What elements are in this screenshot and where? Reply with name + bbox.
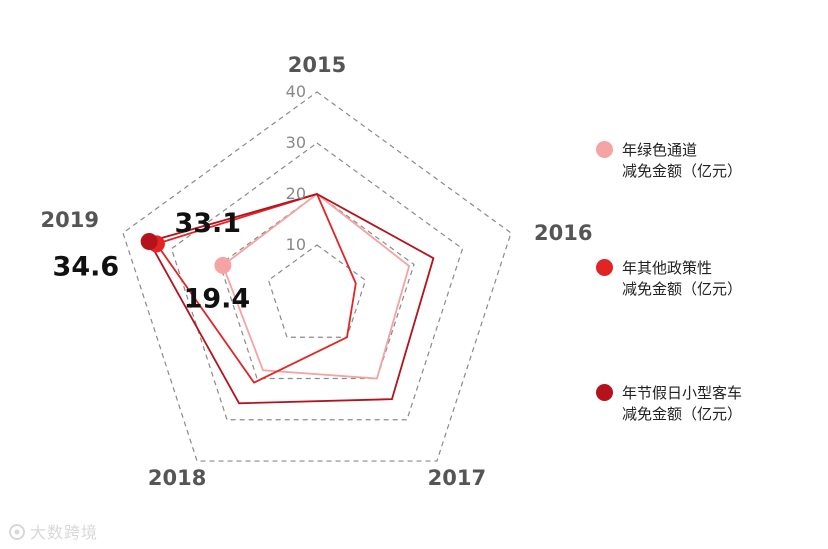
legend-label: 年节假日小型客车 减免金额（亿元） bbox=[622, 383, 742, 425]
category-label: 2016 bbox=[534, 221, 592, 245]
legend-label-line: 减免金额（亿元） bbox=[622, 280, 743, 298]
series-line bbox=[155, 192, 357, 384]
data-point bbox=[214, 256, 232, 274]
legend-item: 年其他政策性减免金额（亿元） bbox=[596, 258, 742, 300]
legend-label-line: 减免金额（亿元） bbox=[622, 405, 743, 423]
grid-ring bbox=[122, 91, 512, 462]
series-line bbox=[147, 193, 435, 405]
legend-label-line: 年绿色通道 bbox=[622, 141, 698, 159]
radar-labels: 10 20 30 40 2015 2016 2017 2018 2019 33.1 34.6 19.4 bbox=[41, 53, 593, 490]
radar-series bbox=[140, 192, 435, 405]
watermark-text: 大数跨境 bbox=[30, 523, 99, 542]
r-tick-label: 40 bbox=[286, 82, 306, 101]
series-line bbox=[221, 192, 411, 380]
legend-label: 年绿色通道减免金额（亿元） bbox=[622, 140, 742, 182]
legend-swatch bbox=[596, 384, 613, 401]
legend-label-line: 年其他政策性 bbox=[622, 259, 713, 277]
legend-label-line: 年节假日小型客车 bbox=[622, 384, 743, 402]
r-tick-label: 10 bbox=[286, 235, 306, 254]
data-label: 33.1 bbox=[174, 208, 241, 239]
watermark-logo-icon bbox=[9, 524, 25, 540]
legend-item: 年节假日小型客车 减免金额（亿元） bbox=[596, 383, 742, 425]
legend-swatch bbox=[596, 259, 613, 276]
data-point bbox=[140, 232, 158, 250]
legend-item: 年绿色通道减免金额（亿元） bbox=[596, 140, 742, 182]
category-label: 2019 bbox=[41, 208, 99, 232]
category-label: 2015 bbox=[288, 53, 346, 77]
data-label: 34.6 bbox=[53, 251, 120, 282]
r-tick-label: 30 bbox=[286, 133, 306, 152]
legend-label: 年其他政策性减免金额（亿元） bbox=[622, 258, 742, 300]
grid-ring bbox=[219, 193, 415, 380]
watermark: 大数跨境 bbox=[8, 519, 98, 543]
radar-grid bbox=[122, 91, 512, 462]
data-label: 19.4 bbox=[184, 283, 251, 314]
category-label: 2018 bbox=[148, 466, 206, 490]
r-tick-label: 20 bbox=[286, 184, 306, 203]
grid-ring bbox=[267, 244, 367, 338]
legend-swatch bbox=[596, 141, 613, 158]
legend-label-line: 减免金额（亿元） bbox=[622, 162, 743, 180]
category-label: 2017 bbox=[428, 466, 486, 490]
